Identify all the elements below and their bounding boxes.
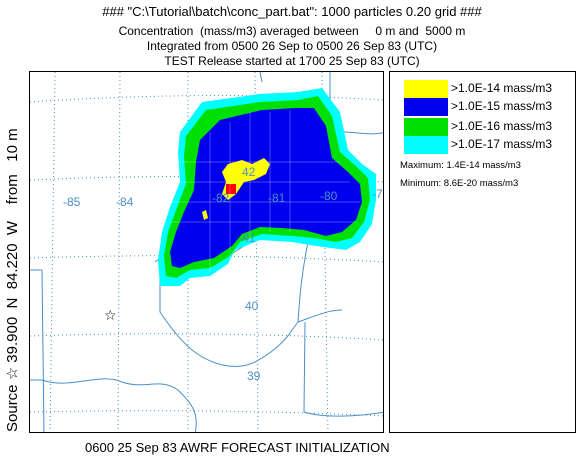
plume [158,88,376,286]
legend-label: >1.0E-15 mass/m3 [451,99,553,113]
legend-maximum: Maximum: 1.4E-14 mass/m3 [400,160,521,171]
legend-label: >1.0E-14 mass/m3 [451,81,553,95]
lon-label: -79 [372,187,384,201]
forecast-footer: 0600 25 Sep 83 AWRF FORECAST INITIALIZAT… [85,440,390,455]
legend-label: >1.0E-17 mass/m3 [451,137,553,151]
legend-swatch [404,118,448,136]
plot-title: ### "C:\Tutorial\batch\conc_part.bat": 1… [102,4,482,19]
map-svg: -85 -84 -82 -81 -80 -79 42 41 40 39 ☆ [30,72,384,432]
legend-label: >1.0E-16 mass/m3 [451,119,553,133]
legend-swatch [404,80,448,98]
plume-level-14b [202,210,208,220]
concentration-map: -85 -84 -82 -81 -80 -79 42 41 40 39 ☆ [29,71,384,433]
lon-label: -81 [268,191,286,205]
legend-panel: >1.0E-14 mass/m3 >1.0E-15 mass/m3 >1.0E-… [389,71,576,433]
plume-level-15 [170,108,362,268]
integration-line: Integrated from 0500 26 Sep to 0500 26 S… [146,39,438,53]
lon-label: -84 [116,195,134,209]
plume-grid [170,110,360,272]
lon-label: -85 [63,195,81,209]
lon-label: -82 [212,191,230,205]
plume-peak-cell [226,184,236,194]
legend-minimum: Minimum: 8.6E-20 mass/m3 [400,178,519,189]
lon-label: -80 [320,189,338,203]
source-location-label: Source ☆ 39.900 N 84.220 W from 10 m [4,128,21,432]
lat-label: 42 [242,165,256,179]
lat-label: 41 [242,231,256,245]
release-line: TEST Release started at 1700 25 Sep 83 (… [164,54,420,68]
legend-swatch [404,98,448,116]
concentration-line: Concentration (mass/m3) averaged between… [118,24,466,38]
lat-label: 40 [245,299,259,313]
source-star-icon: ☆ [104,308,117,324]
lat-label: 39 [247,369,261,383]
legend-swatch [404,136,448,154]
